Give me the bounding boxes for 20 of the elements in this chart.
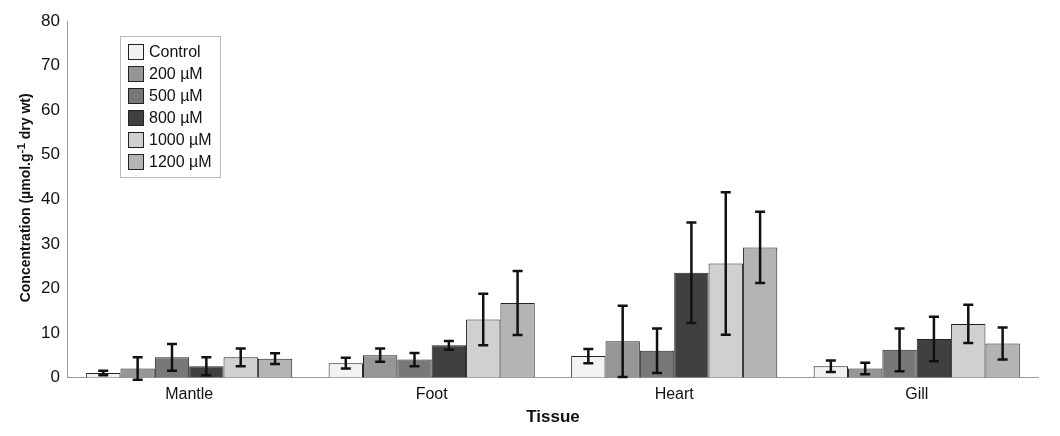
- x-tick-label: Mantle: [165, 385, 214, 403]
- y-tick-label: 50: [40, 144, 60, 164]
- y-tick-label: 10: [40, 322, 60, 342]
- y-tick-label: 60: [40, 99, 60, 119]
- legend-label: 1200 µM: [149, 152, 212, 172]
- legend-label: 200 µM: [149, 64, 203, 84]
- x-axis-title: Tissue: [526, 407, 580, 427]
- y-tick-label: 20: [40, 278, 60, 298]
- y-tick-label: 80: [40, 10, 60, 30]
- x-tick-label: Gill: [905, 385, 929, 403]
- y-tick-label: 70: [40, 55, 60, 75]
- y-tick-label: 30: [40, 233, 60, 253]
- legend-label: 500 µM: [149, 86, 203, 106]
- legend-label: 1000 µM: [149, 130, 212, 150]
- legend-label: 800 µM: [149, 108, 203, 128]
- x-tick-label: Heart: [654, 385, 695, 403]
- y-tick-label: 0: [50, 367, 60, 387]
- legend-label: Control: [149, 42, 201, 62]
- y-tick-label: 40: [40, 188, 60, 208]
- x-tick-label: Foot: [415, 385, 449, 403]
